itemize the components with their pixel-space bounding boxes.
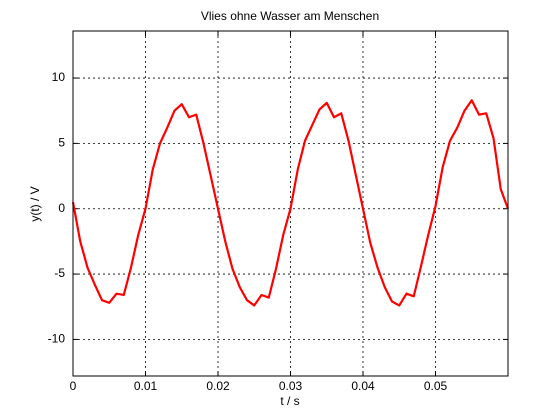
x-axis-label: t / s (280, 394, 299, 408)
y-tick-label: 5 (58, 136, 65, 150)
y-tick-label: -10 (48, 332, 66, 346)
x-tick-label: 0.02 (206, 379, 230, 393)
x-tick-label: 0.03 (279, 379, 303, 393)
x-tick-label: 0.05 (424, 379, 448, 393)
data-line (71, 99, 510, 307)
y-axis-label: y(t) / V (28, 186, 42, 221)
x-tick-label: 0.04 (351, 379, 375, 393)
y-tick-label: 10 (52, 70, 66, 84)
x-tick-label: 0 (70, 379, 77, 393)
chart-title: Vlies ohne Wasser am Menschen (201, 9, 379, 23)
x-tick-label: 0.01 (134, 379, 158, 393)
y-tick-label: -5 (54, 266, 65, 280)
axes-box (72, 30, 509, 377)
y-tick-label: 0 (58, 201, 65, 215)
